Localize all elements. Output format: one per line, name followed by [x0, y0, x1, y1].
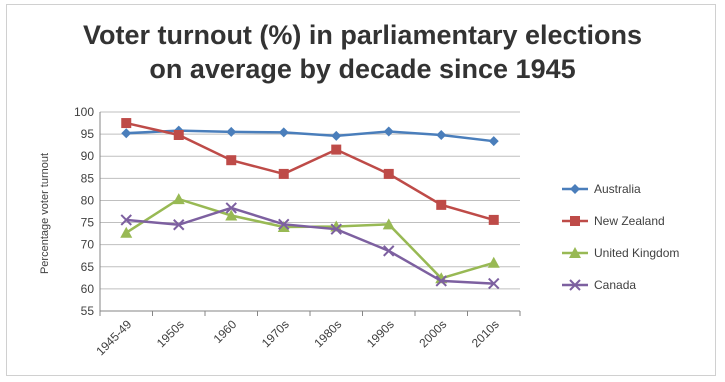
data-point-new-zealand — [173, 129, 184, 140]
series-line-canada — [126, 206, 494, 285]
data-point-united-kingdom — [172, 193, 185, 205]
chart-frame — [6, 4, 716, 376]
data-point-australia — [383, 126, 394, 137]
y-tick-label: 75 — [81, 216, 95, 230]
x-tick-label: 1990s — [364, 317, 397, 350]
chart-title: Voter turnout (%) in parliamentary elect… — [0, 18, 725, 86]
y-axis-label: Percentage voter turnout — [39, 153, 51, 274]
chart-title-line-1: Voter turnout (%) in parliamentary elect… — [82, 20, 643, 50]
legend-marker-new-zealand — [570, 216, 580, 226]
data-point-australia — [331, 130, 342, 141]
x-tick-label: 2000s — [416, 317, 449, 350]
legend-label-new-zealand: New Zealand — [594, 214, 665, 228]
data-point-new-zealand — [488, 214, 499, 225]
data-point-australia — [121, 128, 132, 139]
y-tick-label: 90 — [81, 149, 95, 163]
data-point-new-zealand — [121, 118, 132, 129]
data-point-new-zealand — [383, 168, 394, 179]
y-tick-label: 65 — [81, 260, 95, 274]
data-point-united-kingdom — [487, 256, 500, 268]
y-tick-label: 80 — [81, 193, 95, 207]
x-tick-label: 1980s — [311, 317, 344, 350]
data-point-united-kingdom — [120, 226, 133, 238]
y-tick-label: 60 — [81, 282, 95, 296]
data-point-new-zealand — [331, 144, 342, 155]
data-point-canada — [173, 219, 185, 231]
data-point-canada — [278, 218, 290, 231]
series-line-new-zealand — [125, 121, 495, 222]
legend-marker-united-kingdom — [569, 247, 581, 258]
y-tick-label: 55 — [81, 304, 95, 318]
data-point-australia — [278, 127, 289, 138]
x-tick-label: 1970s — [259, 317, 292, 350]
data-point-canada — [435, 275, 447, 287]
y-tick-label: 95 — [81, 127, 95, 141]
data-point-new-zealand — [278, 168, 289, 179]
data-point-united-kingdom — [225, 209, 238, 221]
data-point-new-zealand — [226, 155, 237, 166]
data-point-australia — [226, 126, 237, 137]
data-point-new-zealand — [436, 199, 447, 210]
x-tick-label: 1945-49 — [93, 317, 134, 358]
legend-label-australia: Australia — [594, 182, 641, 196]
legend-marker-canada — [569, 279, 581, 291]
x-tick-label: 2010s — [469, 317, 502, 350]
y-tick-label: 85 — [81, 171, 95, 185]
legend-marker-australia — [570, 184, 580, 194]
data-point-united-kingdom — [382, 218, 395, 230]
x-tick-label: 1950s — [154, 317, 187, 350]
legend-label-canada: Canada — [594, 278, 636, 292]
data-point-canada — [488, 277, 500, 290]
data-point-australia — [488, 136, 499, 147]
data-point-canada — [383, 245, 395, 257]
x-tick-label: 1960 — [211, 317, 240, 346]
data-point-united-kingdom — [277, 220, 290, 232]
y-tick-label: 100 — [74, 105, 94, 119]
y-tick-label: 70 — [81, 238, 95, 252]
data-point-canada — [330, 223, 342, 235]
chart-title-line-2: on average by decade since 1945 — [149, 54, 576, 84]
series-line-australia — [126, 129, 494, 143]
data-point-canada — [120, 214, 132, 226]
legend-label-united-kingdom: United Kingdom — [594, 246, 679, 260]
data-point-canada — [225, 202, 237, 214]
data-point-australia — [436, 129, 447, 140]
